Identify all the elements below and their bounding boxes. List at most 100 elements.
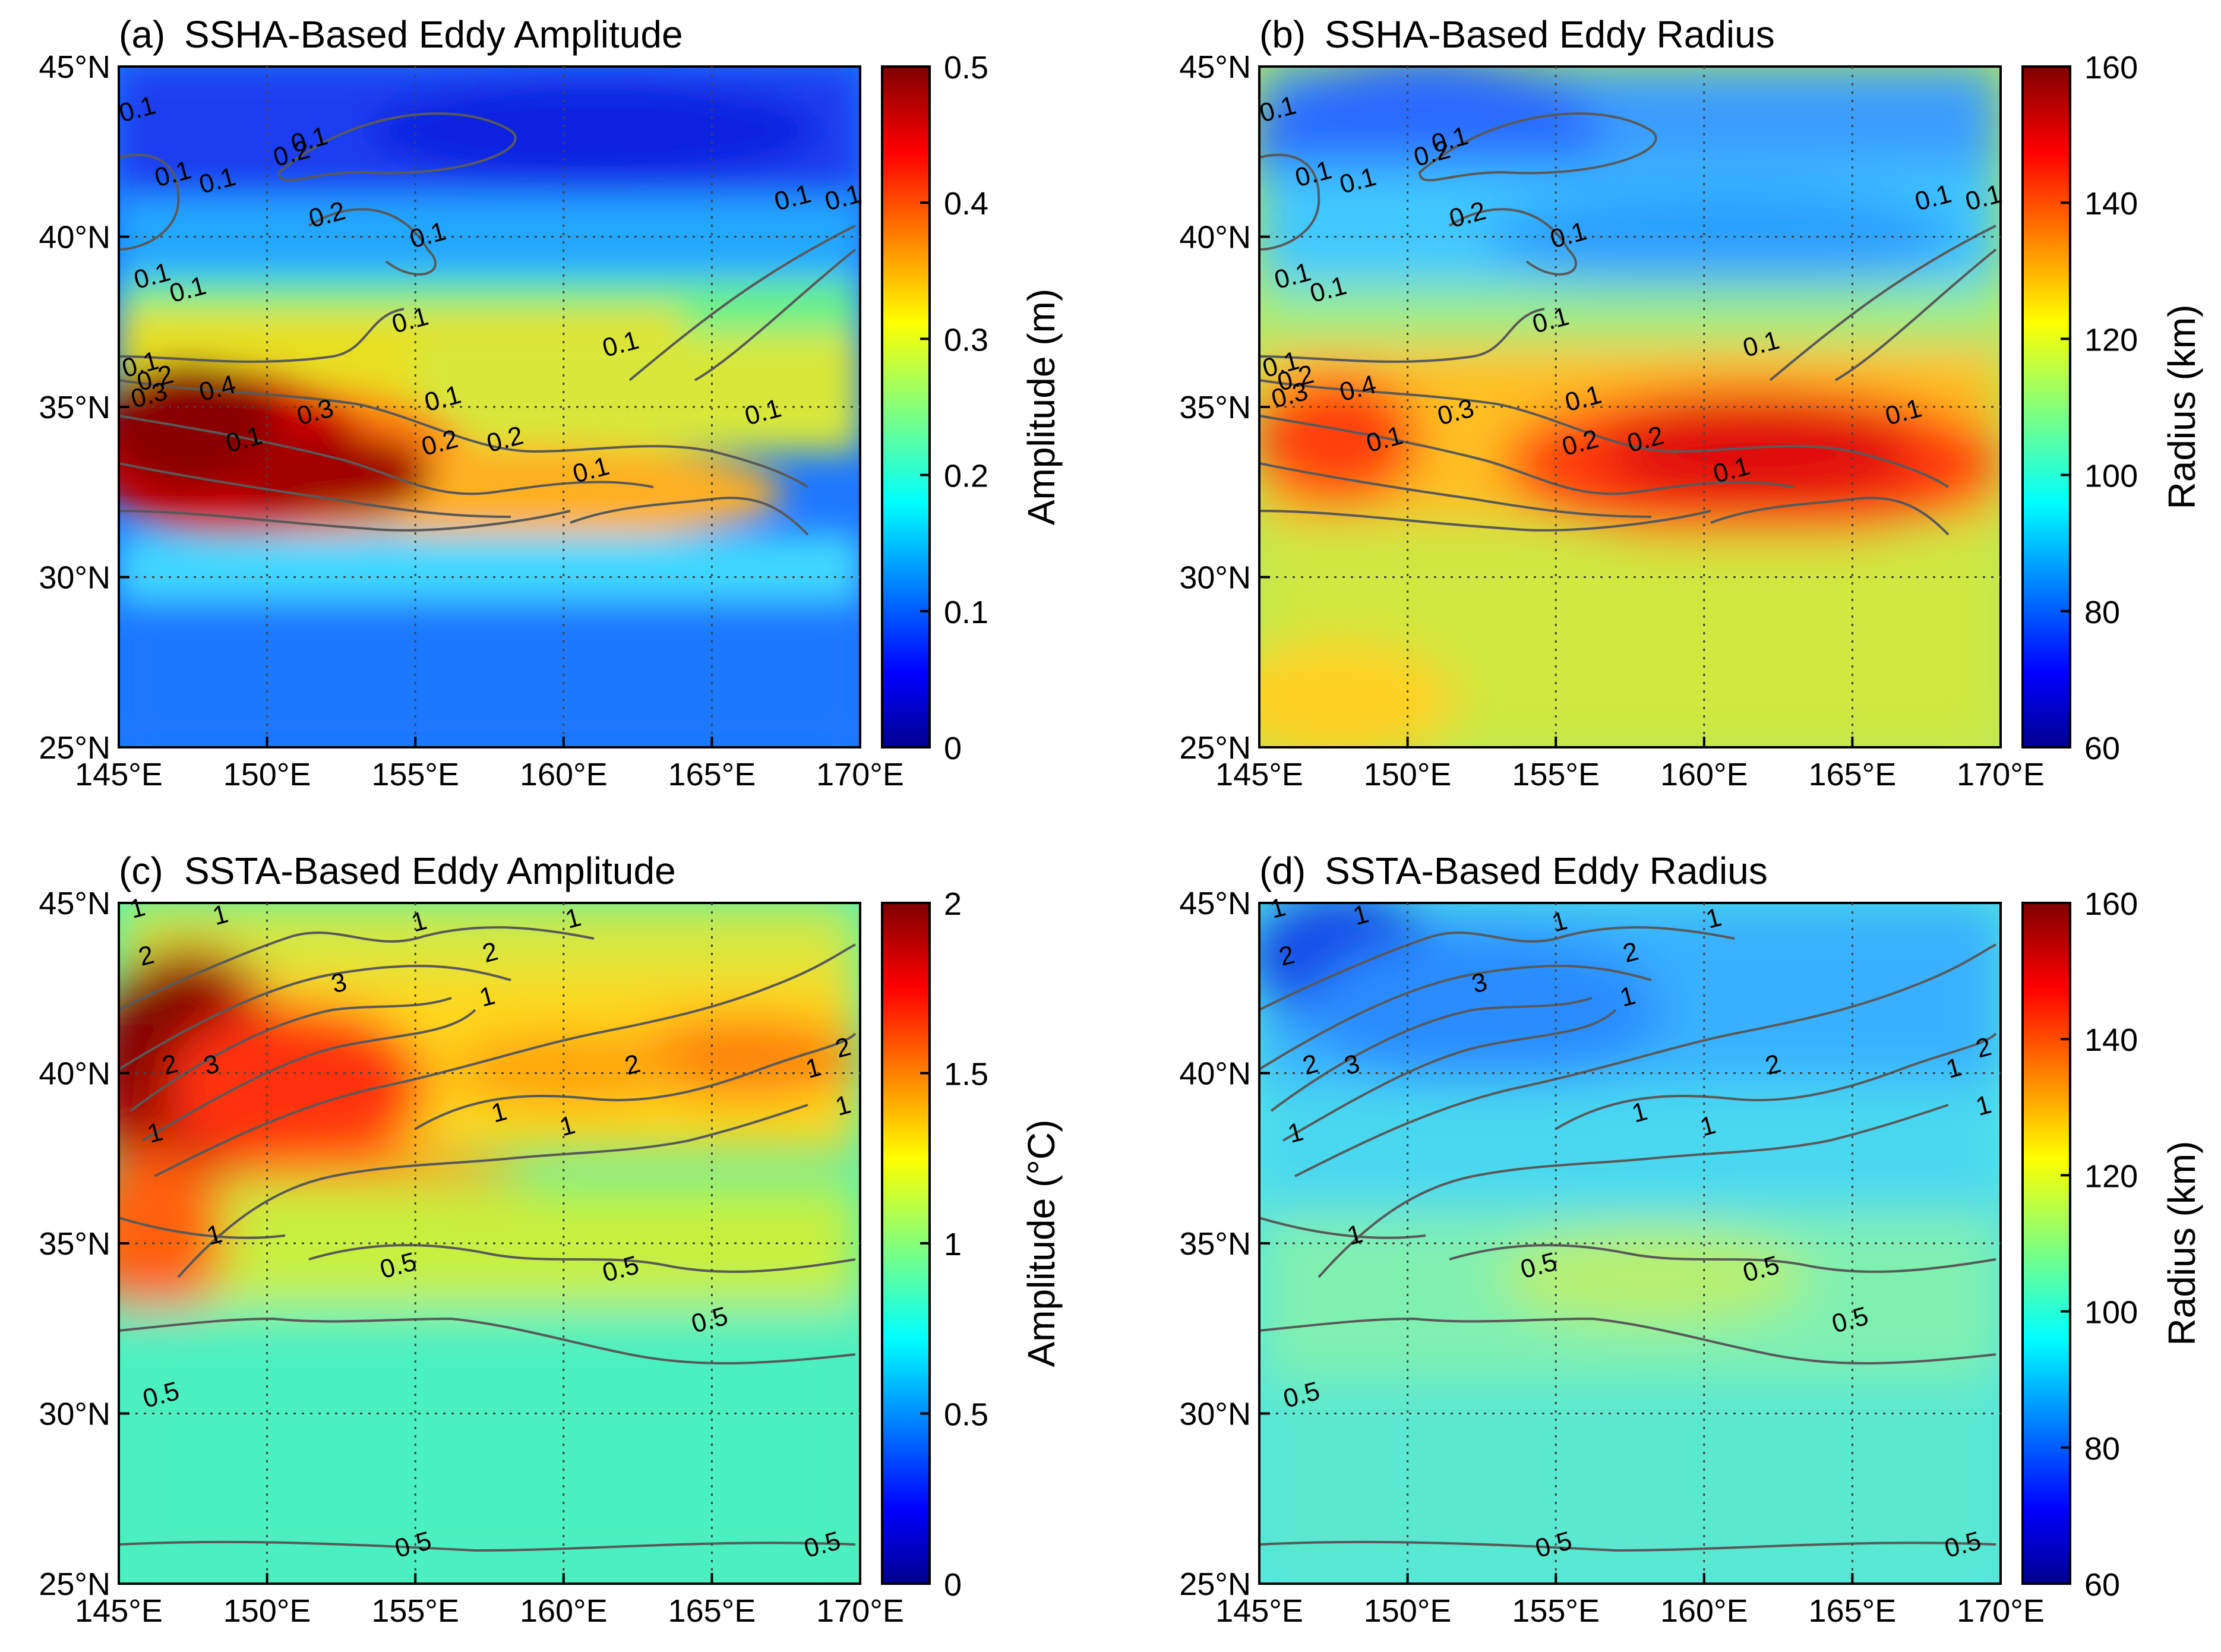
colorbar-tick-label: 0 — [944, 731, 962, 766]
panel-label-d: (d) — [1259, 849, 1306, 892]
panel-label-c: (c) — [119, 849, 163, 892]
colorbar-tick-label: 0.5 — [944, 1397, 988, 1433]
grid-b — [1259, 67, 2001, 747]
x-tick-label: 150°E — [1364, 1593, 1452, 1629]
colorbar-tick-label: 0.4 — [944, 186, 988, 222]
y-tick-label: 35°N — [39, 1226, 110, 1262]
colorbar-label-b: Radius (km) — [2160, 305, 2203, 510]
panel-b: 145°E 150°E 155°E 160°E 165°E 170°E 45°N 40°N 35… — [1179, 13, 2203, 792]
x-tick-label: 145°E — [1215, 1593, 1303, 1629]
heatmap-a — [119, 67, 860, 747]
x-tick-label: 170°E — [816, 1593, 904, 1629]
colorbar-tick-label: 80 — [2084, 595, 2120, 630]
x-tick-label: 170°E — [816, 757, 904, 792]
contours-a — [119, 112, 857, 536]
colorbar-tick-label: 0.3 — [944, 322, 988, 358]
y-tick-label: 40°N — [39, 1056, 110, 1092]
colorbar-tick-label: 1.5 — [944, 1057, 988, 1092]
colorbar-d — [2021, 902, 2071, 1585]
y-tick-label: 45°N — [1179, 886, 1251, 921]
colorbar-tick-label: 60 — [2084, 1567, 2120, 1603]
colorbar-a — [881, 65, 931, 748]
y-tick-label: 25°N — [39, 1566, 110, 1602]
x-tick-label: 150°E — [223, 757, 311, 792]
y-tick-label: 35°N — [39, 390, 110, 425]
x-tick-label: 160°E — [520, 1593, 608, 1629]
x-tick-label: 145°E — [75, 757, 163, 792]
colorbar-tick-label: 100 — [2084, 459, 2138, 494]
colorbar-tick-label: 140 — [2084, 186, 2138, 222]
y-tick-label: 25°N — [1179, 730, 1251, 766]
colorbar-tick-label: 0.5 — [944, 50, 988, 86]
y-tick-label: 35°N — [1179, 1226, 1251, 1262]
heatmap-d — [1259, 903, 2001, 1584]
x-tick-label: 165°E — [1809, 757, 1897, 792]
panel-c: 145°E 150°E 155°E 160°E 165°E 170°E 45°N 40°N 35… — [39, 849, 1063, 1629]
colorbar-tick-label: 60 — [2084, 731, 2120, 766]
y-tick-label: 45°N — [39, 49, 110, 85]
y-tick-label: 25°N — [39, 730, 110, 766]
colorbar-ticks-c: 0 0.5 1 1.5 2 — [920, 886, 988, 1603]
y-tick-label: 30°N — [39, 560, 110, 596]
colorbar-tick-label: 2 — [944, 886, 962, 922]
axes-b: 145°E 150°E 155°E 160°E 165°E 170°E 45°N 40°N 35… — [1179, 49, 2045, 792]
x-tick-label: 155°E — [1512, 1593, 1600, 1629]
colorbar-b — [2021, 65, 2071, 748]
colorbar-ticks-a: 0 0.1 0.2 0.3 0.4 0.5 — [920, 50, 988, 766]
panel-title-d: SSTA-Based Eddy Radius — [1325, 849, 1768, 892]
panel-title-b: SSHA-Based Eddy Radius — [1325, 13, 1775, 56]
y-tick-label: 30°N — [39, 1397, 110, 1432]
colorbar-ticks-b: 60 80 100 120 140 160 — [2061, 50, 2138, 766]
x-tick-label: 150°E — [223, 1593, 311, 1629]
x-tick-label: 160°E — [520, 757, 608, 792]
y-tick-label: 30°N — [1179, 1397, 1251, 1432]
x-tick-label: 155°E — [371, 1593, 459, 1629]
y-tick-label: 40°N — [39, 220, 110, 255]
grid-a — [119, 67, 860, 747]
panel-title-c: SSTA-Based Eddy Amplitude — [184, 849, 676, 892]
contours-c — [119, 926, 857, 1552]
colorbar-tick-label: 1 — [944, 1227, 962, 1262]
x-tick-label: 160°E — [1660, 1593, 1748, 1629]
colorbar-tick-label: 80 — [2084, 1431, 2120, 1467]
y-tick-label: 45°N — [39, 886, 110, 921]
x-tick-label: 165°E — [1809, 1593, 1897, 1629]
heatmap-b — [1259, 67, 2001, 747]
x-tick-label: 155°E — [371, 757, 459, 792]
colorbar-label-c: Amplitude (°C) — [1020, 1120, 1063, 1367]
colorbar-ticks-d: 60 80 100 120 140 160 — [2061, 886, 2138, 1603]
y-tick-label: 45°N — [1179, 49, 1251, 85]
grid-d — [1259, 903, 2001, 1584]
panel-title-a: SSHA-Based Eddy Amplitude — [184, 13, 683, 56]
y-tick-label: 35°N — [1179, 390, 1251, 425]
colorbar-tick-label: 120 — [2084, 1158, 2138, 1194]
x-tick-label: 165°E — [668, 757, 756, 792]
x-tick-label: 160°E — [1660, 757, 1748, 792]
x-tick-label: 165°E — [668, 1593, 756, 1629]
x-tick-label: 170°E — [1957, 757, 2045, 792]
y-tick-label: 40°N — [1179, 220, 1251, 255]
axes-d: 145°E 150°E 155°E 160°E 165°E 170°E 45°N 40°N 35… — [1179, 886, 2045, 1629]
x-tick-label: 155°E — [1512, 757, 1600, 792]
panel-label-b: (b) — [1259, 13, 1306, 56]
colorbar-tick-label: 0 — [944, 1567, 962, 1603]
x-tick-label: 145°E — [75, 1593, 163, 1629]
colorbar-label-a: Amplitude (m) — [1020, 289, 1063, 525]
panel-label-a: (a) — [119, 13, 165, 56]
colorbar-label-d: Radius (km) — [2160, 1141, 2203, 1346]
colorbar-tick-label: 160 — [2084, 886, 2138, 922]
colorbar-tick-label: 120 — [2084, 322, 2138, 358]
colorbar-tick-label: 160 — [2084, 50, 2138, 86]
colorbar-tick-label: 0.1 — [944, 595, 988, 630]
y-tick-label: 25°N — [1179, 1566, 1251, 1602]
x-tick-label: 145°E — [1215, 757, 1303, 792]
grid-c — [119, 903, 860, 1584]
colorbar-tick-label: 140 — [2084, 1022, 2138, 1058]
contours-d — [1259, 926, 1997, 1552]
y-tick-label: 40°N — [1179, 1056, 1251, 1092]
colorbar-tick-label: 100 — [2084, 1295, 2138, 1331]
x-tick-label: 170°E — [1957, 1593, 2045, 1629]
y-tick-label: 30°N — [1179, 560, 1251, 596]
panel-d: 145°E 150°E 155°E 160°E 165°E 170°E 45°N 40°N 35… — [1179, 849, 2203, 1629]
